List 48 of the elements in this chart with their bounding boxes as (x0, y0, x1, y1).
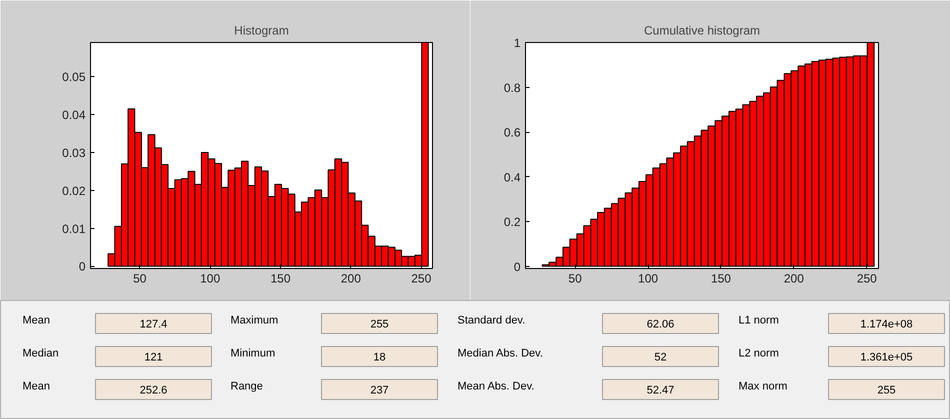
text: 252.6 (140, 384, 168, 396)
x-tick-label: 150 (270, 272, 291, 286)
text: 62.06 (646, 318, 674, 330)
x-tick-label: 50 (568, 272, 582, 286)
text: L1 norm (738, 314, 779, 326)
text: 52.47 (646, 384, 674, 396)
y-tick-label: 0.4 (504, 170, 521, 184)
text: 52 (654, 352, 667, 364)
y-tick-label: 0.03 (62, 146, 86, 160)
text: 1.361e+05 (860, 352, 913, 364)
text: Maximum (230, 314, 278, 326)
text: Median (22, 348, 59, 360)
text: 121 (144, 352, 163, 364)
text: 1.174e+08 (860, 318, 913, 330)
text: 127.4 (140, 318, 168, 330)
y-tick-label: 0.02 (62, 184, 86, 198)
x-tick-label: 250 (856, 272, 878, 286)
x-tick-label: 100 (638, 272, 658, 286)
text: Mean Abs. Dev. (458, 380, 534, 392)
y-tick-label: 0.01 (62, 222, 86, 236)
y-tick-label: 1 (514, 36, 521, 50)
text: 255 (370, 318, 389, 330)
x-tick-label: 100 (200, 272, 220, 286)
text: 255 (877, 384, 896, 396)
y-tick-label: 0.6 (504, 126, 521, 140)
text: L2 norm (738, 348, 779, 360)
x-tick-label: 50 (133, 272, 147, 286)
x-tick-label: 150 (710, 272, 732, 286)
text: Range (230, 380, 263, 392)
text: Standard dev. (458, 314, 526, 326)
text: 18 (373, 352, 386, 364)
y-tick-label: 0 (514, 260, 521, 274)
text: Mean (22, 380, 50, 392)
x-tick-label: 200 (340, 272, 362, 286)
y-tick-label: 0.05 (62, 70, 86, 84)
y-tick-label: 0.2 (504, 215, 521, 230)
x-tick-label: 200 (784, 272, 804, 286)
y-tick-label: 0 (78, 260, 86, 274)
chart-title: Cumulative histogram (644, 24, 760, 38)
x-tick-label: 250 (411, 272, 432, 286)
text: Minimum (230, 348, 276, 360)
text: Max norm (738, 380, 788, 392)
chart-title: Histogram (234, 24, 289, 38)
text: 237 (370, 384, 389, 396)
text: Median Abs. Dev. (458, 348, 543, 360)
text: Mean (22, 314, 50, 326)
y-tick-label: 0.04 (62, 108, 86, 122)
y-tick-label: 0.8 (504, 80, 521, 95)
